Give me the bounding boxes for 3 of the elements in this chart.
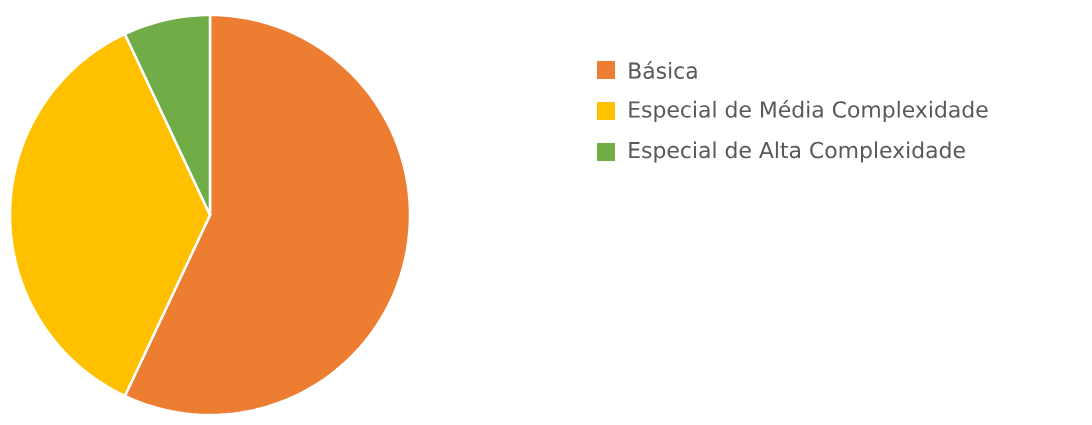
legend-label: Especial de Média Complexidade bbox=[629, 99, 988, 123]
legend-label: Especial de Alta Complexidade bbox=[629, 141, 965, 163]
legend-label: Básica bbox=[629, 61, 697, 79]
